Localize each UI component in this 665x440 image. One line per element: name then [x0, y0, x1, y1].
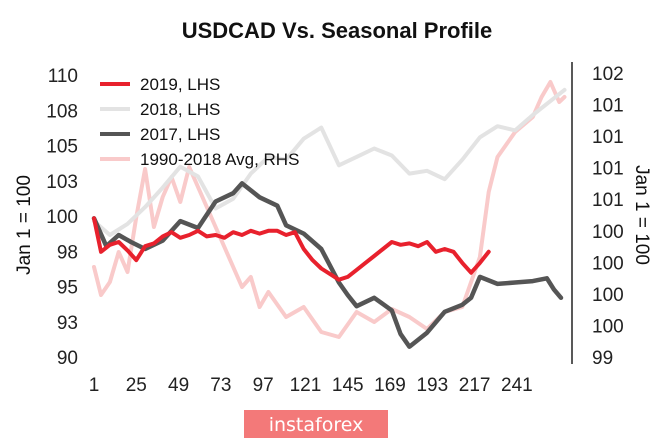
legend-entry: 2018, LHS	[140, 100, 220, 119]
series-line-2018-lhs	[92, 87, 567, 237]
watermark: instaforex	[244, 410, 388, 438]
x-tick-label: 169	[374, 375, 406, 396]
right-axis-tick-labels: 102 101 101 101 101 100 100 100 100 99	[592, 64, 624, 369]
right-tick-label: 100	[592, 285, 624, 306]
left-axis-label: Jan 1 = 100	[14, 175, 35, 275]
right-tick-label: 101	[592, 190, 624, 211]
watermark-text: instaforex	[269, 414, 364, 436]
x-tick-label: 97	[253, 375, 274, 396]
right-tick-label: 100	[592, 253, 624, 274]
x-tick-label: 25	[126, 375, 147, 396]
x-tick-label: 1	[89, 375, 100, 396]
right-tick-label: 102	[592, 64, 624, 85]
right-tick-label: 99	[592, 348, 613, 369]
series-lines	[91, 80, 567, 349]
x-tick-label: 73	[210, 375, 231, 396]
series-line-1990-2018-avg-rhs	[92, 80, 567, 339]
x-tick-label: 217	[459, 375, 491, 396]
left-axis-tick-labels: 110 108 105 103 100 98 95 93 90	[46, 66, 78, 369]
left-tick-label: 110	[48, 66, 78, 87]
right-axis-label: Jan 1 = 100	[631, 165, 652, 265]
x-tick-label: 241	[501, 375, 533, 396]
x-tick-label: 193	[416, 375, 448, 396]
legend-entry: 1990-2018 Avg, RHS	[140, 150, 299, 169]
watermark-background	[244, 410, 388, 438]
left-tick-label: 98	[57, 242, 78, 263]
left-tick-label: 93	[57, 313, 78, 334]
x-tick-label: 49	[168, 375, 189, 396]
left-tick-label: 103	[46, 172, 78, 193]
right-tick-label: 101	[592, 96, 624, 117]
right-tick-label: 100	[592, 222, 624, 243]
x-tick-label: 145	[332, 375, 364, 396]
chart-title: USDCAD Vs. Seasonal Profile	[182, 18, 493, 43]
left-tick-label: 105	[46, 137, 78, 158]
series-line-2019-lhs	[92, 216, 491, 282]
x-axis-tick-labels: 1 25 49 73 97 121 145 169 193 217 241	[89, 375, 533, 396]
left-tick-label: 108	[46, 101, 78, 122]
right-tick-label: 100	[592, 316, 624, 337]
right-tick-label: 101	[592, 159, 624, 180]
legend-entry: 2019, LHS	[140, 75, 220, 94]
left-tick-label: 95	[57, 278, 78, 299]
series-line-2017-lhs	[91, 181, 564, 349]
x-tick-label: 121	[290, 375, 322, 396]
right-tick-label: 101	[592, 127, 624, 148]
left-tick-label: 100	[46, 207, 78, 228]
left-tick-label: 90	[57, 348, 78, 369]
legend-entry: 2017, LHS	[140, 125, 220, 144]
chart-legend: 2019, LHS 2018, LHS 2017, LHS 1990-2018 Avg…	[100, 75, 299, 169]
